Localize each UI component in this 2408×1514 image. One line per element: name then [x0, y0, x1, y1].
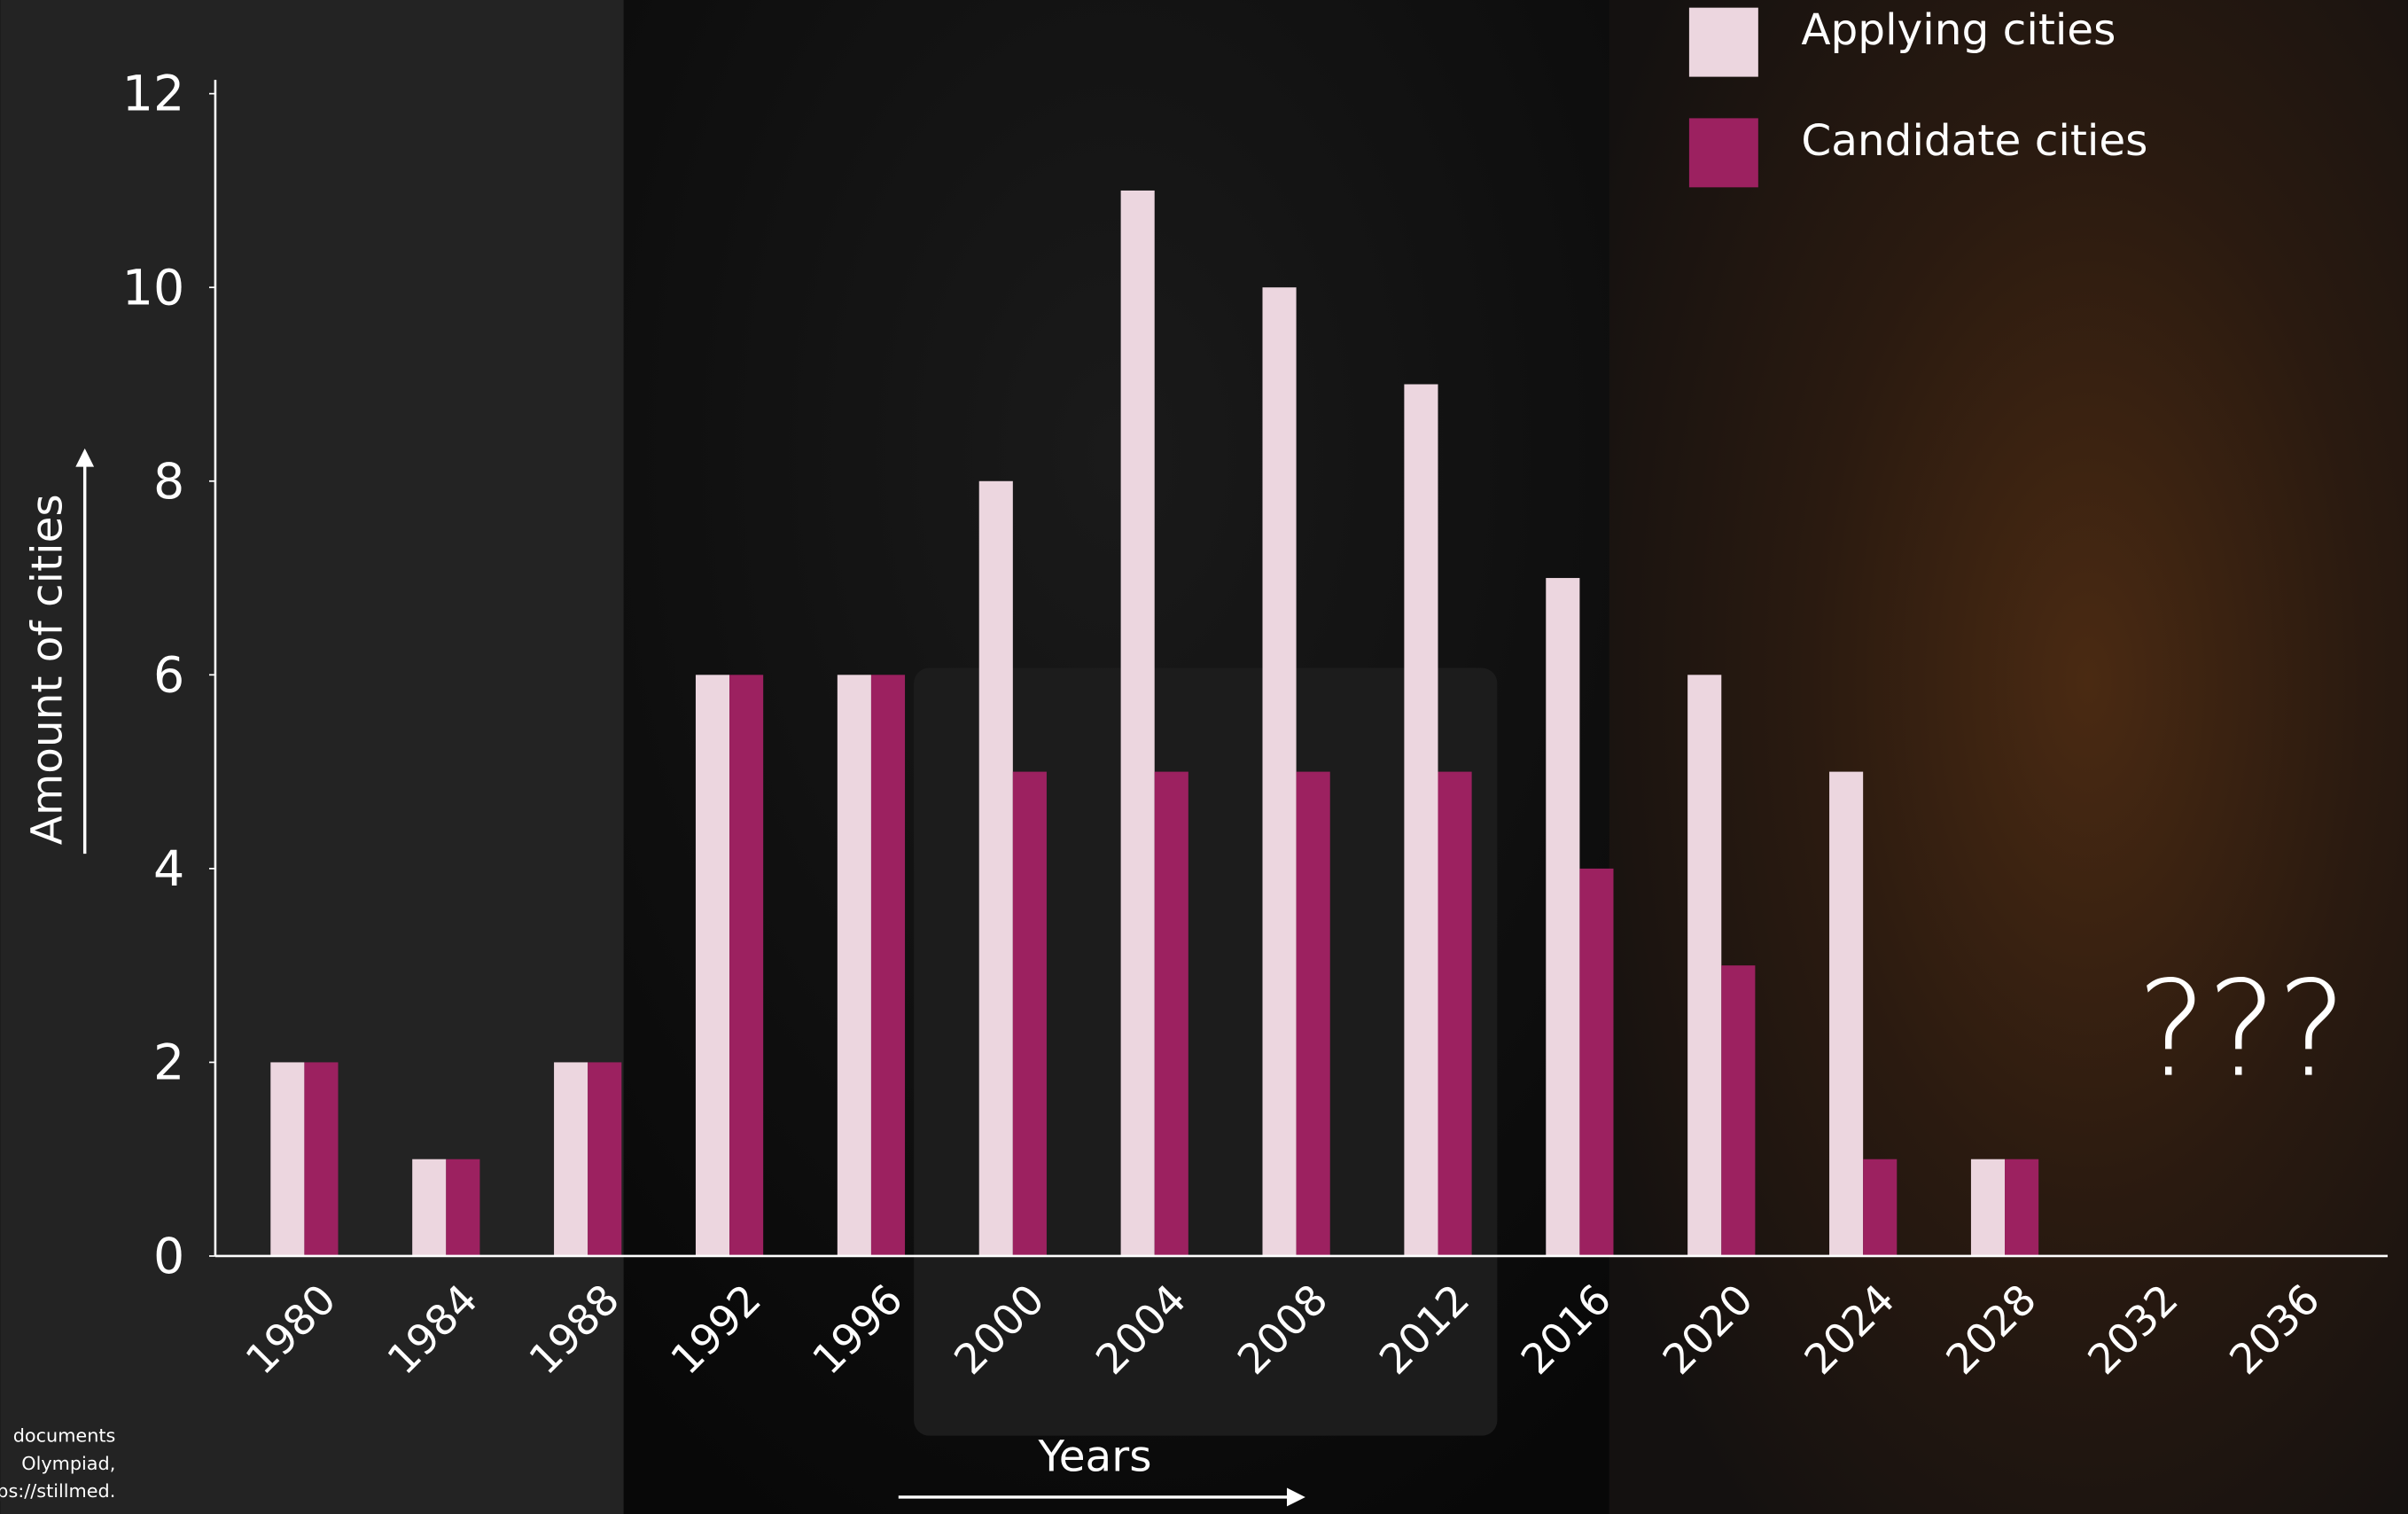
- y-tick-label: 4: [153, 841, 184, 898]
- bar: [1863, 1159, 1898, 1256]
- bar: [729, 675, 764, 1256]
- bar: [2005, 1159, 2039, 1256]
- y-axis-label: Amount of cities: [23, 494, 73, 845]
- bar: [446, 1159, 480, 1256]
- bar: [1438, 771, 1472, 1256]
- legend-swatch: [1688, 7, 1758, 77]
- bar: [1970, 1159, 2006, 1256]
- background-right: [1609, 0, 2408, 1514]
- bar: [412, 1159, 447, 1256]
- x-arrow-head: [1287, 1487, 1305, 1507]
- bar: [270, 1062, 305, 1256]
- bar: [1296, 771, 1330, 1256]
- legend-label: Applying cities: [1801, 5, 2116, 55]
- y-tick-label: 10: [122, 260, 185, 316]
- legend-label: Candidate cities: [1801, 116, 2147, 166]
- bar: [1012, 771, 1047, 1256]
- bar: [554, 1062, 588, 1256]
- bar: [1829, 771, 1864, 1256]
- y-tick-label: 0: [153, 1229, 184, 1285]
- bar: [1687, 675, 1722, 1256]
- x-axis-label: Years: [1038, 1432, 1152, 1481]
- legend: Applying cities Candidate cities: [1688, 5, 2147, 188]
- bar: [304, 1062, 339, 1256]
- y-tick-label: 12: [122, 66, 185, 123]
- bar: [1404, 384, 1438, 1256]
- bar: [1120, 190, 1155, 1256]
- source-text: ps://stillmed.: [0, 1480, 115, 1502]
- bar: [695, 675, 730, 1256]
- y-tick-label: 2: [153, 1034, 184, 1091]
- y-tick-label: 6: [153, 647, 184, 704]
- bar: [1579, 868, 1614, 1256]
- y-arrow-head: [75, 448, 95, 467]
- bar: [837, 675, 871, 1256]
- source-text: Olympiad,: [21, 1453, 115, 1474]
- background-sign: [914, 667, 1498, 1436]
- bar: [870, 675, 906, 1256]
- bar: [588, 1062, 622, 1256]
- y-tick-label: 8: [153, 454, 184, 511]
- source-text: documents: [13, 1425, 116, 1447]
- bar: [1154, 771, 1188, 1256]
- bar: [1262, 287, 1297, 1256]
- bar: [1546, 578, 1580, 1256]
- bar: [978, 480, 1013, 1256]
- annotation: ???: [2137, 954, 2347, 1107]
- background-left: [0, 0, 624, 1514]
- bar: [1721, 965, 1756, 1256]
- legend-swatch: [1688, 118, 1758, 188]
